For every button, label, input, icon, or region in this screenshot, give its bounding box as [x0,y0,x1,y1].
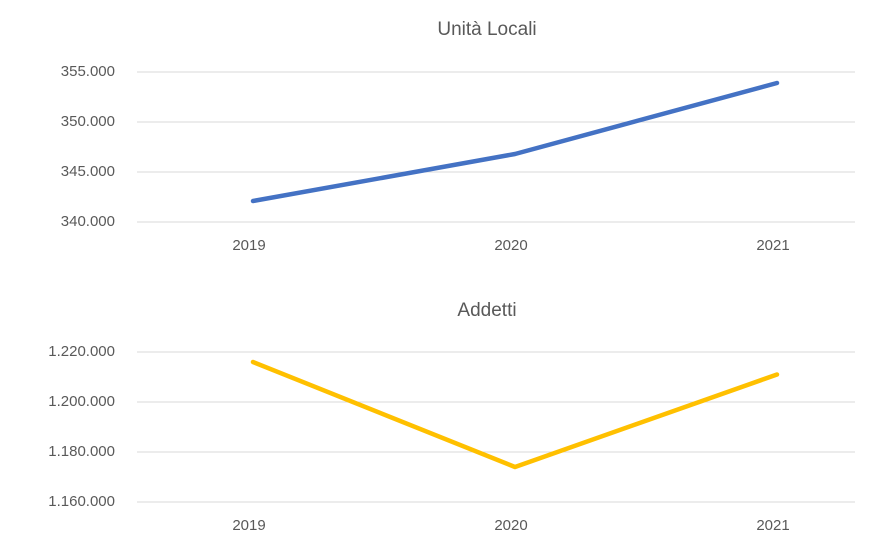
chart-title: Unità Locali [437,19,536,40]
x-tick-label: 2021 [756,237,789,254]
y-tick-label: 340.000 [61,213,115,230]
y-tick-label: 355.000 [61,63,115,80]
y-tick-label: 345.000 [61,163,115,180]
x-tick-label: 2020 [494,517,527,534]
y-tick-label: 1.180.000 [48,443,115,460]
x-tick-label: 2020 [494,237,527,254]
x-tick-label: 2019 [232,237,265,254]
data-line [250,359,780,470]
x-tick-label: 2021 [756,517,789,534]
x-tick-label: 2019 [232,517,265,534]
y-tick-label: 1.200.000 [48,393,115,410]
y-tick-label: 350.000 [61,113,115,130]
y-tick-label: 1.220.000 [48,343,115,360]
y-tick-label: 1.160.000 [48,493,115,510]
data-line [250,80,780,204]
chart-title: Addetti [457,300,516,321]
